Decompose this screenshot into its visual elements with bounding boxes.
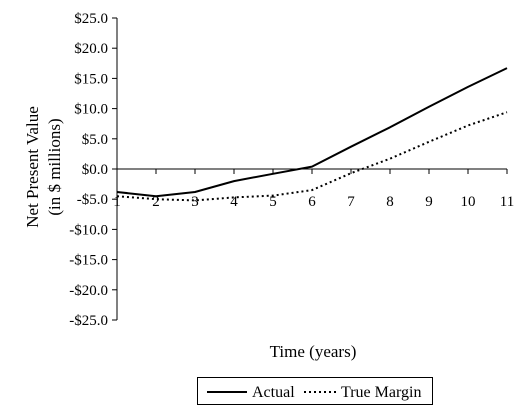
y-tick-label: $0.0	[82, 162, 108, 178]
y-tick-label: -$10.0	[69, 222, 108, 238]
x-tick-label: 10	[461, 194, 476, 210]
y-axis: $25.0 $20.0 $15.0 $10.0 $5.0 $0.0 -$5.0 -$10.0 -…	[69, 11, 118, 329]
y-axis-title-line-1: Net Present Value	[23, 106, 42, 228]
y-tick-label: -$25.0	[69, 313, 108, 329]
y-tick-label: $20.0	[74, 41, 108, 57]
y-tick-label: -$15.0	[69, 253, 108, 269]
series-layer	[116, 67, 508, 202]
y-tick-label: $15.0	[74, 71, 108, 87]
y-tick-label: $5.0	[82, 132, 108, 148]
x-tick-label: 9	[425, 194, 433, 210]
legend-label-true-margin: True Margin	[341, 384, 421, 401]
x-tick-label: 6	[308, 194, 316, 210]
series-line-true-margin	[116, 111, 508, 202]
x-tick-label: 2	[152, 194, 160, 210]
y-tick-label: -$20.0	[69, 283, 108, 299]
x-tick-label: 7	[347, 194, 355, 210]
legend-label-actual: Actual	[252, 384, 295, 401]
x-tick-label: 5	[269, 194, 277, 210]
x-axis-title: Time (years)	[270, 342, 357, 361]
x-axis: 1 2 3 4 5 6 7 8 9 10 11	[113, 168, 514, 210]
x-tick-label: 1	[113, 194, 121, 210]
y-axis-title-line-2: (in $ millions)	[45, 118, 64, 215]
legend: Actual True Margin	[197, 377, 433, 405]
y-axis-title: Net Present Value (in $ millions)	[23, 106, 64, 228]
x-tick-label: 3	[191, 194, 199, 210]
y-tick-label: $25.0	[74, 11, 108, 27]
x-tick-label: 11	[500, 194, 514, 210]
y-tick-label: $10.0	[74, 102, 108, 118]
y-tick-label: -$5.0	[77, 192, 108, 208]
x-tick-label: 8	[386, 194, 394, 210]
series-line-actual	[116, 67, 508, 198]
x-tick-label: 4	[230, 194, 238, 210]
